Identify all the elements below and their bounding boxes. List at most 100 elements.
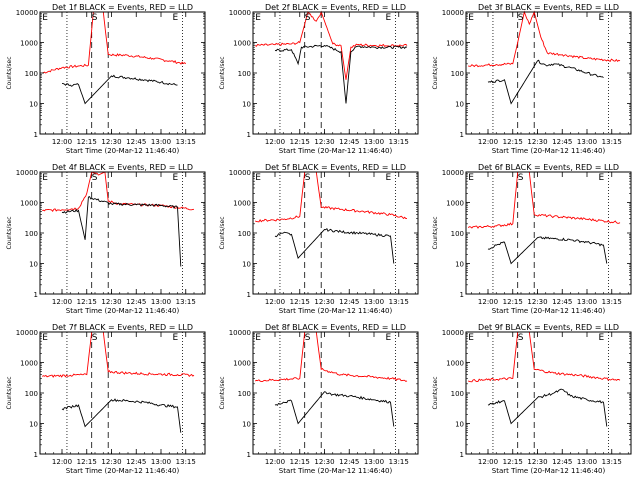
x-tick-label: 13:00 [364,298,384,306]
event-marker-e: E [173,13,179,23]
x-axis-label: Start Time (20-Mar-12 11:46:40) [279,467,393,475]
y-tick-label: 10000 [16,329,38,337]
events-series-line [487,59,604,105]
event-marker-s: S [92,13,98,23]
y-tick-label: 1000 [233,40,251,48]
y-tick-label: 10000 [16,169,38,177]
event-marker-e: E [255,13,261,23]
x-axis-label: Start Time (20-Mar-12 11:46:40) [279,307,393,315]
detector-panel-1: Det 1f BLACK = Events, RED = LLD 1 10 100 10… [6,3,206,155]
x-tick-label: 12:45 [126,298,146,306]
events-series-line [61,398,182,433]
x-tick-label: 13:00 [151,298,171,306]
x-tick-label: 12:45 [339,298,359,306]
y-tick-label: 100 [451,390,464,398]
y-tick-label: 100 [25,390,38,398]
panel-title: Det 2f BLACK = Events, RED = LLD [265,3,406,12]
x-tick-label: 12:30 [314,298,334,306]
y-tick-label: 10000 [442,9,464,17]
y-tick-label: 10000 [229,329,251,337]
events-series-line [274,227,395,264]
y-tick-label: 1 [247,131,251,139]
x-tick-label: 12:15 [290,458,310,466]
x-tick-label: 13:15 [602,458,622,466]
y-tick-label: 1000 [20,40,38,48]
y-tick-label: 1 [34,451,38,459]
plot-frame [252,11,419,135]
x-tick-label: 12:45 [552,458,572,466]
x-tick-label: 12:00 [52,138,72,146]
events-series-line [62,74,178,105]
x-tick-label: 12:15 [77,138,97,146]
y-tick-label: 1000 [20,360,38,368]
plot-frame [465,171,632,295]
plot-frame [39,11,206,135]
event-marker-s: S [305,173,311,183]
x-tick-label: 12:30 [101,298,121,306]
panel-title: Det 9f BLACK = Events, RED = LLD [478,323,619,332]
plot-frame [465,331,632,455]
x-axis-label: Start Time (20-Mar-12 11:46:40) [66,147,180,155]
y-tick-label: 1 [247,291,251,299]
x-tick-label: 13:15 [176,458,196,466]
x-tick-label: 12:00 [52,298,72,306]
event-marker-e: E [173,333,179,343]
y-tick-label: 1 [34,291,38,299]
y-tick-label: 100 [451,70,464,78]
y-tick-label: 1000 [20,200,38,208]
detector-panel-4: Det 4f BLACK = Events, RED = LLD 1 10 100 10… [6,163,206,315]
event-marker-s: S [518,13,524,23]
event-marker-e: E [255,333,261,343]
x-tick-label: 12:15 [77,298,97,306]
plot-frame [39,331,206,455]
y-tick-label: 1000 [446,40,464,48]
y-tick-label: 100 [238,390,251,398]
x-tick-label: 12:30 [101,138,121,146]
plot-frame [252,331,419,455]
detector-panel-5: Det 5f BLACK = Events, RED = LLD 1 10 100 10… [219,163,419,315]
y-tick-label: 10000 [16,9,38,17]
x-tick-label: 12:00 [265,138,285,146]
x-tick-label: 12:45 [552,298,572,306]
y-tick-label: 1 [460,291,464,299]
y-tick-label: 10 [455,261,464,269]
y-tick-label: 10000 [229,169,251,177]
panel-title: Det 6f BLACK = Events, RED = LLD [478,163,619,172]
y-axis-label: Counts/sec [432,376,439,409]
events-series-line [487,388,608,427]
x-axis-label: Start Time (20-Mar-12 11:46:40) [66,307,180,315]
lld-series-line [468,10,621,68]
plot-frame [252,171,419,295]
x-tick-label: 12:30 [527,298,547,306]
event-marker-s: S [518,173,524,183]
x-tick-label: 13:15 [389,138,409,146]
x-tick-label: 12:00 [478,298,498,306]
x-axis-label: Start Time (20-Mar-12 11:46:40) [492,467,606,475]
event-marker-e: E [386,333,392,343]
y-tick-label: 100 [238,70,251,78]
x-axis-label: Start Time (20-Mar-12 11:46:40) [492,147,606,155]
event-marker-e: E [599,13,605,23]
events-series-line [487,236,608,265]
y-tick-label: 10 [242,421,251,429]
x-tick-label: 13:15 [389,298,409,306]
y-axis-label: Counts/sec [432,56,439,89]
panel-title: Det 4f BLACK = Events, RED = LLD [52,163,193,172]
panel-title: Det 5f BLACK = Events, RED = LLD [265,163,406,172]
event-marker-s: S [92,333,98,343]
x-tick-label: 13:15 [602,298,622,306]
events-series-line [274,391,395,427]
panel-title: Det 8f BLACK = Events, RED = LLD [265,323,406,332]
detector-panel-9: Det 9f BLACK = Events, RED = LLD 1 10 100 10… [432,323,632,475]
x-tick-label: 13:15 [602,138,622,146]
detector-panel-8: Det 8f BLACK = Events, RED = LLD 1 10 100 10… [219,323,419,475]
x-tick-label: 12:45 [339,138,359,146]
x-tick-label: 12:30 [527,458,547,466]
event-marker-s: S [305,333,311,343]
x-axis-label: Start Time (20-Mar-12 11:46:40) [492,307,606,315]
event-marker-s: S [92,173,98,183]
x-tick-label: 13:00 [364,458,384,466]
x-tick-label: 13:00 [151,458,171,466]
x-tick-label: 12:45 [552,138,572,146]
